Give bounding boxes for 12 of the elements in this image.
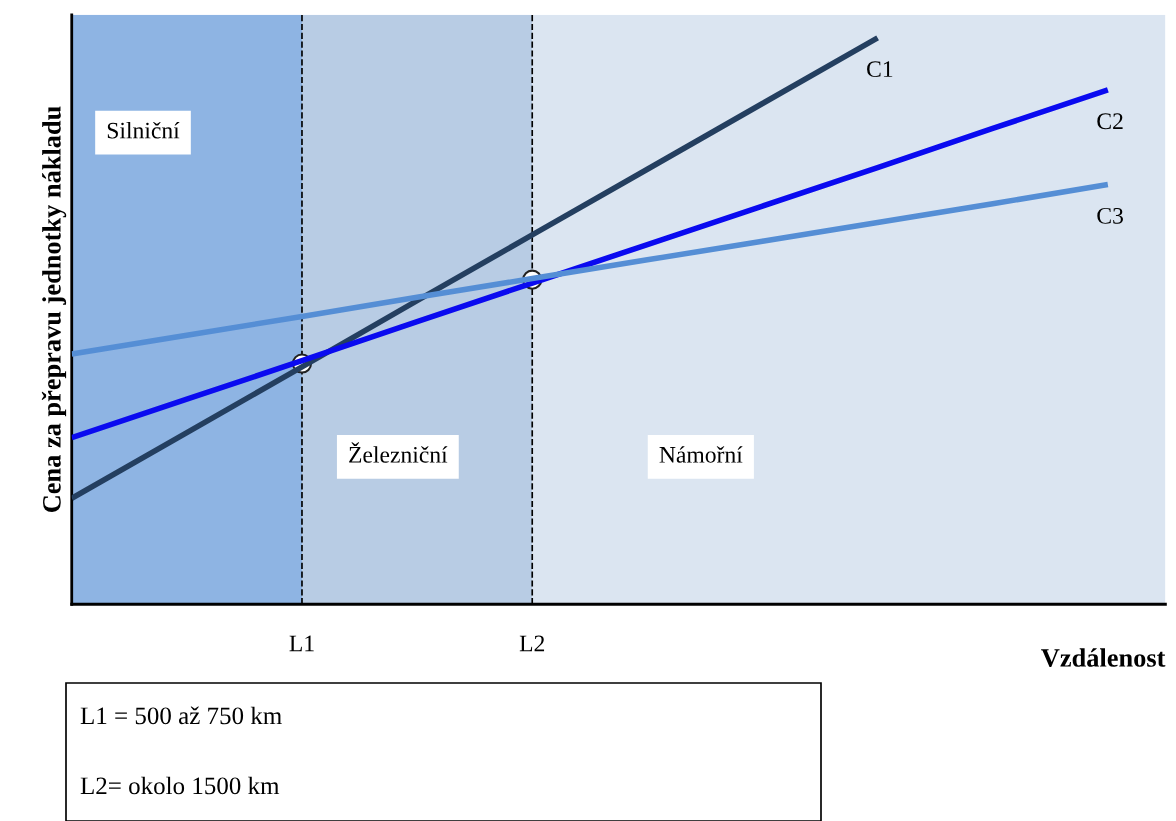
series-label: C3 xyxy=(1097,207,1123,224)
text: L1 = 500 až 750 km xyxy=(80,706,282,725)
annotation: Námořní xyxy=(659,446,743,463)
annotation: Silniční xyxy=(107,121,180,139)
series-label: C1 xyxy=(867,61,893,78)
x-axis-title: Vzdálenost xyxy=(1041,648,1166,667)
x-tick-label: L2 xyxy=(519,635,545,652)
y-axis-title: Cena za přepravu jednotky nákladu xyxy=(41,106,67,513)
x-tick-label: L1 xyxy=(289,635,314,652)
text: L2= okolo 1500 km xyxy=(80,776,280,795)
band-label: Železniční xyxy=(349,442,448,463)
series-label: C2 xyxy=(1097,113,1123,130)
